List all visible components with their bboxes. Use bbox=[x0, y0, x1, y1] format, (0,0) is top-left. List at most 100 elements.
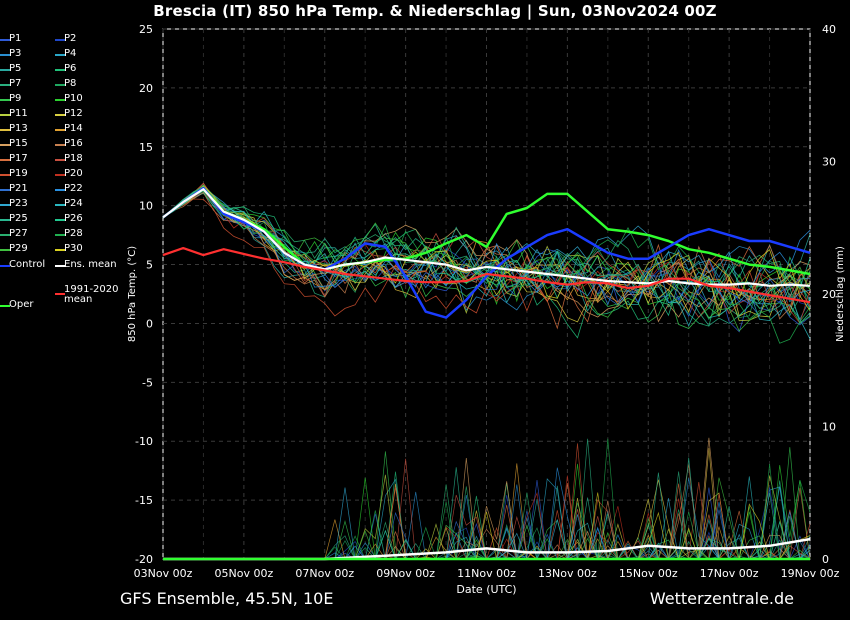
legend-swatch bbox=[55, 69, 65, 71]
y-tick-label: -20 bbox=[135, 553, 153, 566]
y-tick-label: 0 bbox=[146, 317, 153, 330]
x-tick-label: 05Nov 00z bbox=[215, 567, 274, 580]
y-tick-label: -10 bbox=[135, 435, 153, 448]
legend-label: P27 bbox=[9, 228, 28, 239]
legend-swatch bbox=[0, 234, 10, 236]
legend-label: P8 bbox=[64, 78, 77, 89]
legend-label: P12 bbox=[64, 108, 83, 119]
legend-swatch bbox=[55, 129, 65, 131]
legend-swatch bbox=[55, 114, 65, 116]
legend: P1 P2 P3 P4 P5 P6 P7 P8 P9 P10 P11 P12 P13 P14 P15 P16 P… bbox=[0, 33, 130, 323]
legend-label: P19 bbox=[9, 168, 28, 179]
legend-swatch bbox=[0, 99, 10, 101]
legend-swatch bbox=[55, 39, 65, 41]
legend-swatch bbox=[0, 189, 10, 191]
legend-label: P30 bbox=[64, 243, 83, 254]
y-tick-label: 5 bbox=[146, 259, 153, 272]
legend-label: Control bbox=[9, 259, 46, 270]
x-tick-label: 11Nov 00z bbox=[457, 567, 516, 580]
legend-label: P15 bbox=[9, 138, 28, 149]
legend-swatch bbox=[55, 265, 65, 267]
legend-swatch bbox=[55, 99, 65, 101]
legend-swatch bbox=[0, 159, 10, 161]
y-tick-label: 10 bbox=[139, 200, 153, 213]
site-credit: Wetterzentrale.de bbox=[649, 589, 794, 608]
y-tick-label: -15 bbox=[135, 494, 153, 507]
y-tick-label: 25 bbox=[139, 23, 153, 36]
y-tick-label: -5 bbox=[142, 376, 153, 389]
legend-label: P9 bbox=[9, 93, 22, 104]
legend-label: P10 bbox=[64, 93, 83, 104]
y-tick-label: 20 bbox=[139, 82, 153, 95]
legend-swatch bbox=[0, 114, 10, 116]
member-temp-line bbox=[162, 187, 811, 317]
y-tick-label: 15 bbox=[139, 141, 153, 154]
member-temp-line bbox=[162, 185, 811, 340]
series-line-oper bbox=[162, 186, 811, 276]
member-temp-line bbox=[162, 190, 811, 344]
member-temp-line bbox=[162, 182, 811, 318]
series-line-1991-2020-mean bbox=[162, 247, 811, 304]
legend-swatch bbox=[55, 234, 65, 236]
legend-label: P18 bbox=[64, 153, 83, 164]
legend-label: P17 bbox=[9, 153, 28, 164]
y2-tick-label: 10 bbox=[822, 421, 836, 434]
legend-label: P20 bbox=[64, 168, 83, 179]
legend-label: P28 bbox=[64, 228, 83, 239]
x-tick-label: 03Nov 00z bbox=[134, 567, 193, 580]
x-tick-label: 13Nov 00z bbox=[538, 567, 597, 580]
legend-label: P1 bbox=[9, 33, 22, 44]
legend-swatch bbox=[0, 54, 10, 56]
legend-swatch bbox=[0, 219, 10, 221]
legend-swatch bbox=[0, 144, 10, 146]
legend-swatch bbox=[55, 84, 65, 86]
precip-line-ens-mean bbox=[163, 537, 811, 561]
legend-swatch bbox=[0, 305, 10, 307]
legend-label: P29 bbox=[9, 243, 28, 254]
x-axis-label: Date (UTC) bbox=[456, 583, 516, 596]
legend-swatch bbox=[55, 189, 65, 191]
legend-label: P13 bbox=[9, 123, 28, 134]
legend-label: P21 bbox=[9, 183, 28, 194]
chart-title: Brescia (IT) 850 hPa Temp. & Niederschla… bbox=[153, 2, 717, 20]
x-tick-label: 15Nov 00z bbox=[619, 567, 678, 580]
legend-label: P2 bbox=[64, 33, 77, 44]
member-temp-line bbox=[162, 186, 811, 305]
legend-label: P23 bbox=[9, 198, 28, 209]
legend-label: P16 bbox=[64, 138, 83, 149]
legend-swatch bbox=[55, 159, 65, 161]
x-tick-label: 17Nov 00z bbox=[700, 567, 759, 580]
legend-swatch bbox=[55, 293, 65, 295]
x-tick-label: 19Nov 00z bbox=[781, 567, 840, 580]
y2-tick-label: 0 bbox=[822, 553, 829, 566]
model-info: GFS Ensemble, 45.5N, 10E bbox=[120, 589, 334, 608]
legend-label: P26 bbox=[64, 213, 83, 224]
legend-swatch bbox=[55, 144, 65, 146]
y2-tick-label: 30 bbox=[822, 156, 836, 169]
y2-tick-label: 20 bbox=[822, 288, 836, 301]
y2-axis-label: Niederschlag (mm) bbox=[835, 246, 846, 342]
x-tick-label: 09Nov 00z bbox=[376, 567, 435, 580]
legend-swatch bbox=[0, 39, 10, 41]
legend-label: P3 bbox=[9, 48, 22, 59]
legend-swatch bbox=[0, 204, 10, 206]
legend-swatch bbox=[0, 84, 10, 86]
legend-swatch bbox=[0, 129, 10, 131]
legend-label: P4 bbox=[64, 48, 77, 59]
legend-label: P25 bbox=[9, 213, 28, 224]
y-axis-label: 850 hPa Temp. (°C) bbox=[127, 246, 138, 342]
legend-label: P6 bbox=[64, 63, 77, 74]
legend-label: P11 bbox=[9, 108, 28, 119]
legend-label: Oper bbox=[9, 299, 34, 310]
legend-swatch bbox=[55, 249, 65, 251]
legend-swatch bbox=[0, 69, 10, 71]
legend-label: P22 bbox=[64, 183, 83, 194]
legend-label: Ens. mean bbox=[64, 259, 117, 270]
legend-swatch bbox=[55, 219, 65, 221]
legend-swatch bbox=[0, 265, 10, 267]
legend-label: P5 bbox=[9, 63, 22, 74]
legend-swatch bbox=[55, 174, 65, 176]
legend-swatch bbox=[55, 54, 65, 56]
legend-label: 1991-2020 mean bbox=[64, 284, 119, 305]
